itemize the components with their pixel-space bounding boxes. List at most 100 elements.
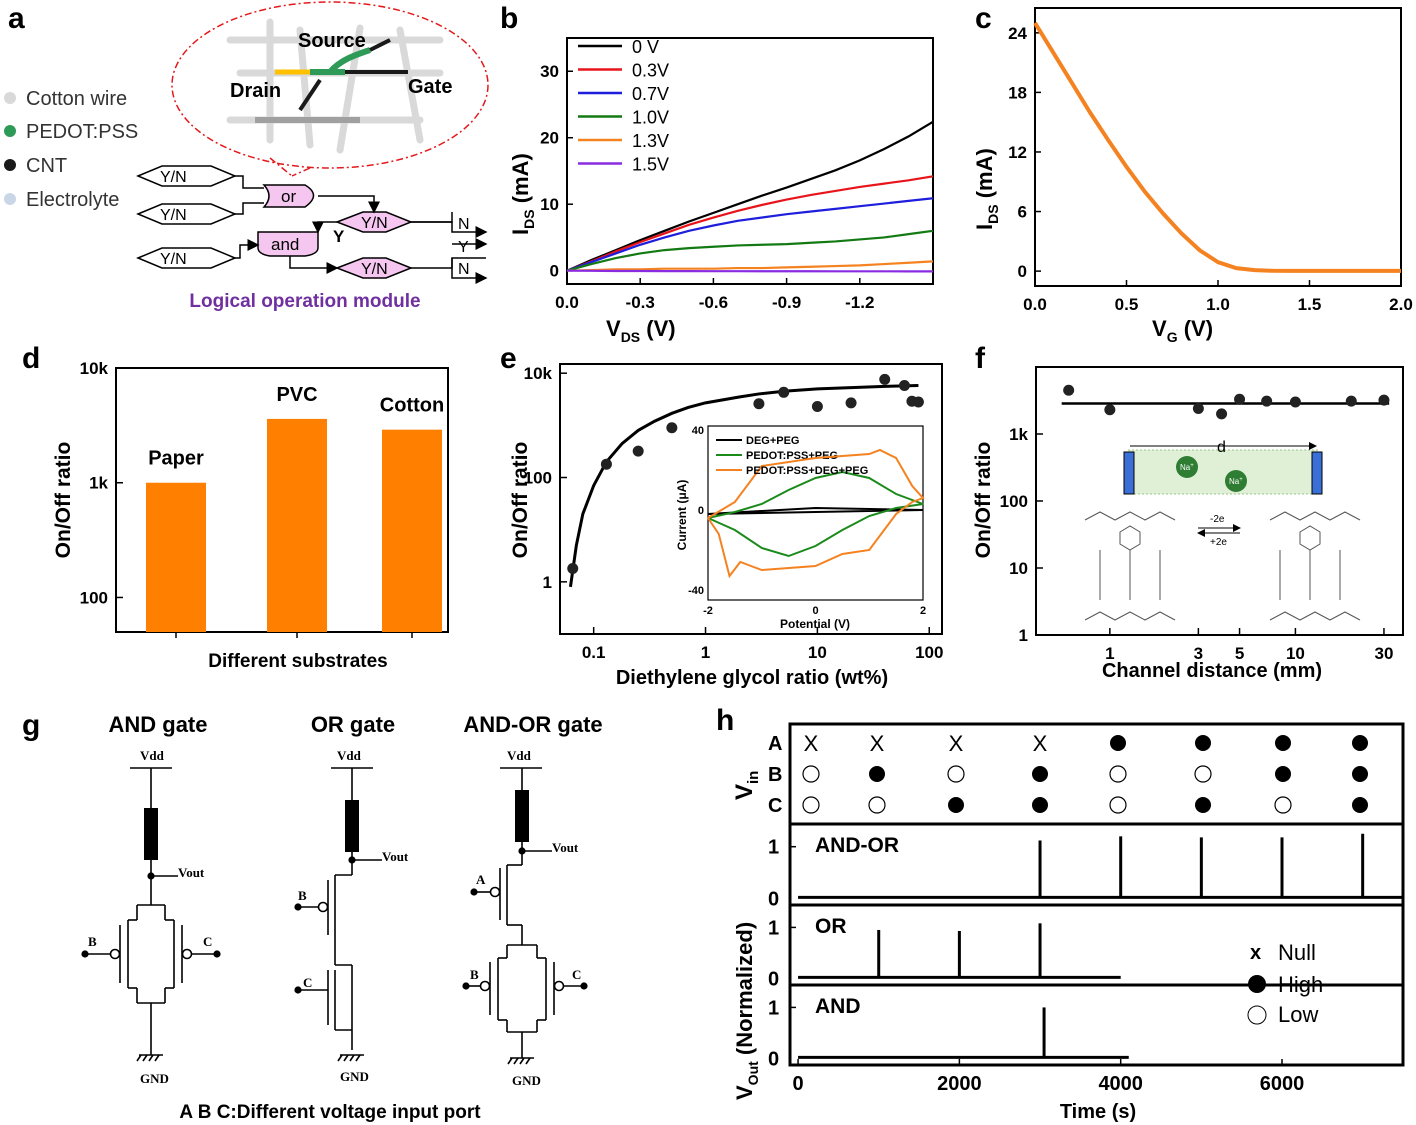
null-mark: X <box>949 731 964 756</box>
y-tick-label: 18 <box>1008 83 1027 102</box>
data-point <box>811 400 823 412</box>
x-tick-label: -0.6 <box>699 293 728 312</box>
x-axis-label: VG (V) <box>1152 316 1213 345</box>
data-point <box>1378 394 1390 406</box>
null-mark: X <box>804 731 819 756</box>
ground-hatch <box>507 1057 513 1065</box>
or-gate-label: or <box>281 187 296 206</box>
x-tick-label: 1 <box>1105 644 1114 663</box>
high-dot <box>1352 766 1368 782</box>
x-tick-label: 0.5 <box>1115 295 1139 314</box>
x-axis-label: Different substrates <box>208 651 388 672</box>
na-ion-2 <box>1225 470 1247 492</box>
resistor <box>345 800 359 852</box>
legend-dot-electrolyte <box>4 193 16 205</box>
low-dot <box>802 765 820 783</box>
y-tick-label: 1 <box>768 997 779 1019</box>
series-line-0 <box>566 120 934 272</box>
transfer-curve <box>1033 21 1401 273</box>
data-point <box>666 422 678 434</box>
and-gate-label: and <box>271 235 299 254</box>
inset-legend-label-0: DEG+PEG <box>746 435 800 447</box>
high-dot <box>948 797 964 813</box>
resistor <box>515 790 529 842</box>
reduction-label: +2e <box>1210 537 1227 548</box>
x-tick-label: 10 <box>1286 644 1305 663</box>
input-b-label-2: B <box>298 888 307 903</box>
high-dot <box>869 766 885 782</box>
plot-frame <box>1034 7 1402 287</box>
vdd-label-2: Vdd <box>337 748 362 763</box>
vout-label-2: Vout <box>382 849 409 864</box>
gnd-label-3: GND <box>512 1073 541 1088</box>
inset-series-2 <box>707 448 925 579</box>
data-point <box>600 458 612 470</box>
gate-bubble <box>109 948 121 960</box>
data-point <box>1192 403 1204 415</box>
subplot-title-and: AND <box>815 995 861 1018</box>
bar-label-pvc: PVC <box>276 384 317 406</box>
x-tick-label: 0.0 <box>1023 295 1047 314</box>
legend-null: Null <box>1278 940 1316 965</box>
subplot-frame-2 <box>788 983 1405 1067</box>
pedot-structure-reduced <box>1084 511 1176 621</box>
fit-curve <box>568 384 919 588</box>
data-point <box>898 380 910 392</box>
panel-b: b 0.0 -0.3 -0.6 -0.9 -1.2 0 10 20 30 0 V 0.3V 0.7V 1… <box>500 2 934 345</box>
y-tick-label: 100 <box>80 588 108 607</box>
low-dot <box>1274 796 1292 814</box>
junction-dot <box>294 986 302 994</box>
y-tick-label: 20 <box>540 129 559 148</box>
ground-hatch <box>142 1054 148 1062</box>
data-point <box>1063 384 1075 396</box>
series-line-1 <box>566 175 934 272</box>
plot-frame <box>566 37 934 285</box>
data-point <box>879 373 891 385</box>
na-ion-1-label: Na+ <box>1180 463 1194 472</box>
inset-y-tick-label: -40 <box>688 585 704 597</box>
low-dot <box>1109 796 1127 814</box>
output-n-1: N <box>458 216 470 233</box>
label-drain: Drain <box>230 80 281 102</box>
y-tick-label: 1 <box>1019 626 1028 645</box>
x-tick-label: 0.1 <box>582 643 606 662</box>
and-gate-title: AND gate <box>108 712 207 737</box>
y-axis-label: On/Off ratio <box>509 442 532 559</box>
data-point <box>1216 408 1228 420</box>
na-ion-2-label: Na+ <box>1229 477 1243 486</box>
y-tick-label: 10 <box>1009 559 1028 578</box>
legend-electrolyte: Electrolyte <box>26 189 119 211</box>
output-n-2: N <box>458 261 470 278</box>
logic-diagram <box>136 165 488 284</box>
device-zoom-bubble: Source Drain Gate <box>171 1 489 177</box>
low-dot <box>868 796 886 814</box>
chart-d: 100 1k 10k Paper PVC Cotton Different substrat… <box>52 359 449 672</box>
bar-paper <box>146 482 206 632</box>
electrode-right <box>1311 451 1323 495</box>
inset-x-label: Potential (V) <box>780 617 850 631</box>
y-tick-label: 100 <box>1000 492 1028 511</box>
vout-label-1: Vout <box>178 865 205 880</box>
pedot-structure-oxidized <box>1269 511 1361 621</box>
panel-g: g AND gate OR gate AND-OR gate Vdd Vout … <box>22 709 603 1123</box>
data-point <box>1261 395 1273 407</box>
legend-label-3: 1.0V <box>632 108 669 128</box>
high-dot <box>1195 735 1211 751</box>
high-dot <box>1032 797 1048 813</box>
ground-hatch <box>343 1054 349 1062</box>
logic-labels: Y/N Y/N Y/N or and Y/N Y/N Y N Y N <box>160 169 470 278</box>
g-caption: A B C:Different voltage input port <box>179 1102 481 1123</box>
panel-a: a Cotton wire PEDOT:PSS CNT Electrolyte <box>4 1 489 312</box>
panel-c: c 0.0 0.5 1.0 1.5 2.0 0 6 12 18 24 VG (V) IDS (mA… <box>972 2 1413 345</box>
inset-y-label: Current (μA) <box>675 480 689 551</box>
vdd-label-1: Vdd <box>140 748 165 763</box>
bar-label-paper: Paper <box>148 448 204 470</box>
inset-y-tick-label: 40 <box>692 425 704 437</box>
inset-series-0 <box>707 506 924 515</box>
electrode-left <box>1123 451 1135 495</box>
x-axis-label: Time (s) <box>1060 1101 1136 1123</box>
ground-hatch <box>148 1054 154 1062</box>
